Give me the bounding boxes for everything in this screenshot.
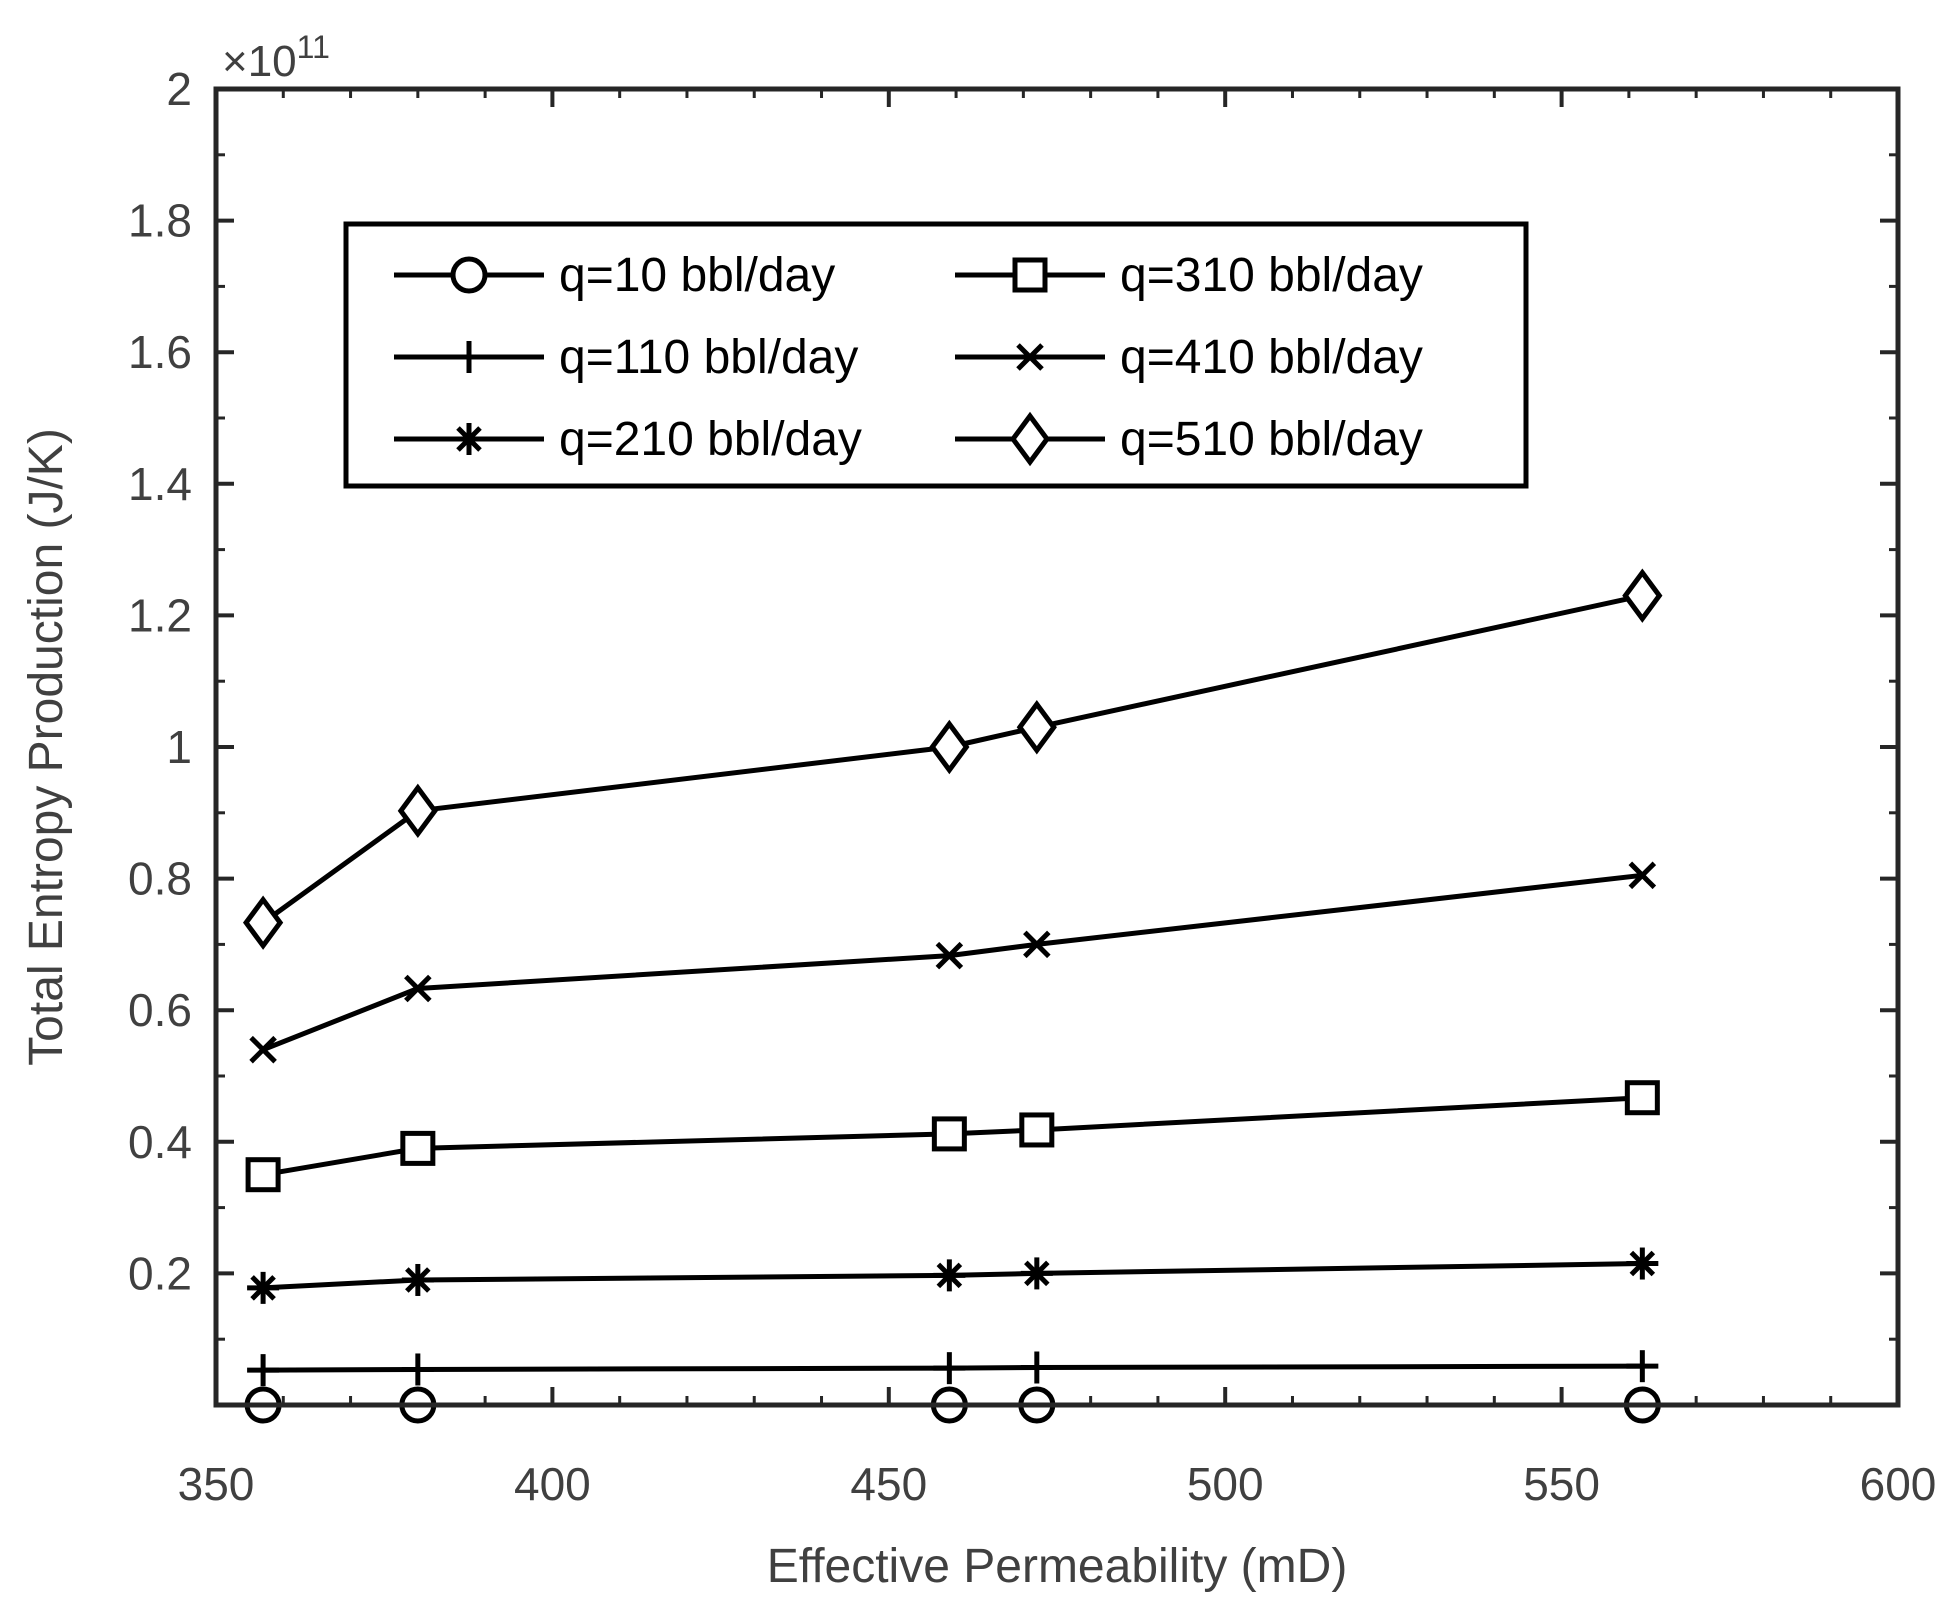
axes-frame: [213, 86, 1901, 1408]
x-tick-label: 550: [1523, 1458, 1600, 1510]
data-point-x: [249, 1035, 277, 1064]
legend-label: q=10 bbl/day: [559, 249, 835, 302]
data-point-plus: [933, 1352, 966, 1385]
legend-entry: q=510 bbl/day: [955, 411, 1423, 467]
x-tick-label: 600: [1860, 1458, 1937, 1510]
legend-label: q=510 bbl/day: [1120, 413, 1423, 466]
data-point-plus: [1020, 1351, 1053, 1384]
data-point-star: [1020, 1257, 1053, 1290]
data-point-x: [1628, 861, 1657, 890]
legend-entry: q=110 bbl/day: [394, 331, 858, 384]
x-tick-label: 400: [514, 1458, 591, 1510]
data-point-star: [1626, 1247, 1659, 1280]
data-point-square: [1019, 1112, 1055, 1148]
series-q-410-bbl-day: [249, 861, 1657, 1064]
legend-marker-plus: [453, 341, 485, 373]
data-point-plus: [1626, 1350, 1659, 1383]
data-point-x: [404, 974, 432, 1003]
legend-label: q=310 bbl/day: [1120, 249, 1423, 302]
tick-labels: 350 400 450 500 550 600 0.2 0.4 0.6 0.8 1 1.2 1.4 1.6…: [128, 63, 1936, 1510]
legend-marker-diamond: [1009, 411, 1051, 467]
y-tick-label: 0.2: [128, 1247, 192, 1299]
legend-entry: q=10 bbl/day: [394, 249, 835, 302]
y-tick-label: 1.2: [128, 589, 192, 641]
legend-marker-circle: [450, 256, 488, 294]
y-tick-label: 0.4: [128, 1116, 192, 1168]
data-point-diamond: [1622, 568, 1663, 623]
data-point-x: [935, 941, 964, 970]
y-tick-label: 1.6: [128, 326, 192, 378]
legend: q=10 bbl/day q=110 bbl/day q=210 bbl/day q=…: [343, 221, 1529, 489]
legend-label: q=110 bbl/day: [559, 331, 858, 384]
data-point-square: [400, 1130, 436, 1166]
data-point-plus: [247, 1354, 280, 1387]
data-point-diamond: [1016, 700, 1057, 755]
data-point-square: [245, 1157, 281, 1193]
y-tick-label: 0.6: [128, 984, 192, 1036]
legend-entry: q=210 bbl/day: [394, 413, 862, 466]
series-q-110-bbl-day: [247, 1350, 1659, 1387]
legend-marker-star: [453, 423, 485, 455]
data-point-star: [933, 1259, 966, 1292]
x-tick-label: 500: [1187, 1458, 1264, 1510]
data-point-square: [931, 1116, 967, 1152]
y-axis-label: Total Entropy Production (J/K): [20, 428, 73, 1066]
y-tick-label: 1.8: [128, 195, 192, 247]
y-multiplier-label: ×1011: [222, 29, 330, 86]
y-tick-label: 0.8: [128, 853, 192, 905]
data-point-square: [1624, 1080, 1660, 1116]
legend-entries: q=10 bbl/day q=110 bbl/day q=210 bbl/day q=…: [394, 249, 1423, 467]
legend-label: q=210 bbl/day: [559, 413, 862, 466]
y-multiplier-exponent: 11: [297, 29, 330, 65]
data-point-diamond: [929, 719, 970, 775]
plot-series: [242, 568, 1663, 1424]
y-tick-label: 2: [166, 63, 192, 115]
data-point-diamond: [242, 895, 284, 950]
data-point-star: [401, 1263, 434, 1296]
series-q-510-bbl-day: [242, 568, 1663, 950]
data-point-plus: [401, 1353, 434, 1386]
y-multiplier-base: ×10: [222, 37, 297, 86]
data-point-star: [247, 1271, 280, 1304]
x-tick-label: 350: [178, 1458, 255, 1510]
data-point-x: [1023, 930, 1051, 959]
legend-marker-square: [1012, 257, 1048, 293]
legend-entry: q=410 bbl/day: [955, 331, 1423, 384]
legend-entry: q=310 bbl/day: [955, 249, 1423, 302]
series-q-310-bbl-day: [245, 1080, 1660, 1193]
legend-marker-x: [1016, 343, 1044, 371]
x-axis-label: Effective Permeability (mD): [767, 1540, 1348, 1593]
series-q-210-bbl-day: [247, 1247, 1659, 1304]
data-point-diamond: [397, 783, 438, 839]
y-tick-label: 1.4: [128, 458, 192, 510]
legend-label: q=410 bbl/day: [1120, 331, 1423, 384]
x-tick-label: 450: [850, 1458, 927, 1510]
y-tick-label: 1: [166, 721, 192, 773]
